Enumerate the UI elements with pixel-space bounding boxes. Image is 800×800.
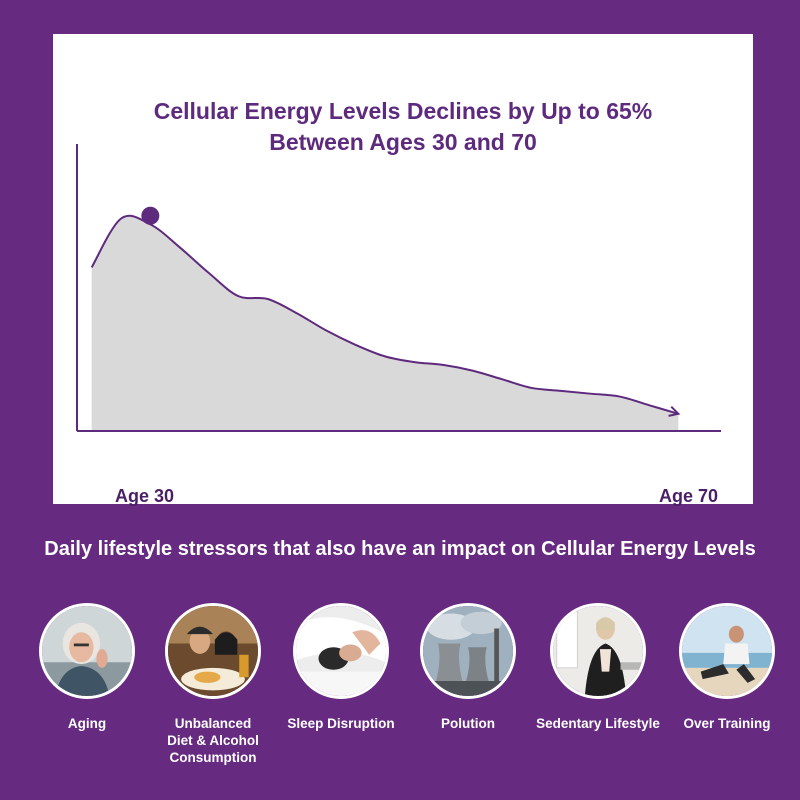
chart-title-line-1: Cellular Energy Levels Declines by Up to… — [153, 98, 653, 124]
energy-curve-line — [90, 214, 679, 415]
pollution-photo — [420, 603, 516, 699]
over-training-photo — [679, 603, 775, 699]
curve-arrowhead — [668, 406, 681, 417]
stressor-diet-alcohol: Unbalanced Diet & Alcohol Consumption — [148, 603, 278, 766]
stressor-label-sleep-disruption: Sleep Disruption — [287, 716, 395, 731]
chart-card: Cellular Energy Levels Declines by Up to… — [53, 34, 753, 506]
energy-area-fill — [91, 215, 679, 431]
stressor-pollution: Polution — [403, 603, 533, 732]
peak-energy-point — [141, 206, 160, 225]
x-tick-label-age-70: Age 70 — [659, 486, 719, 506]
sleep-disruption-photo — [293, 603, 389, 699]
stressor-label-diet-alcohol: Unbalanced Diet & Alcohol Consumption — [167, 716, 259, 765]
aging-photo — [39, 603, 135, 699]
sedentary-photo — [550, 603, 646, 699]
stressor-label-aging: Aging — [67, 716, 107, 731]
stressor-aging: Aging — [22, 603, 152, 732]
chart-title: Cellular Energy Levels Declines by Up to… — [53, 96, 753, 158]
stressor-sedentary: Sedentary Lifestyle — [533, 603, 663, 732]
stressor-list: Aging Unbalanced Diet & Alcohol Consumpt… — [0, 603, 800, 793]
stressor-sleep-disruption: Sleep Disruption — [276, 603, 406, 732]
stressor-label-sedentary: Sedentary Lifestyle — [536, 716, 660, 731]
stressor-label-over-training: Over Training — [683, 716, 771, 731]
energy-decline-chart — [76, 144, 721, 432]
stressor-over-training: Over Training — [662, 603, 792, 732]
stressor-label-pollution: Polution — [441, 716, 495, 731]
stressors-heading: Daily lifestyle stressors that also have… — [44, 538, 756, 560]
x-tick-label-age-30: Age 30 — [115, 486, 175, 506]
chart-title-line-2: Between Ages 30 and 70 — [269, 129, 537, 155]
diet-alcohol-photo — [165, 603, 261, 699]
